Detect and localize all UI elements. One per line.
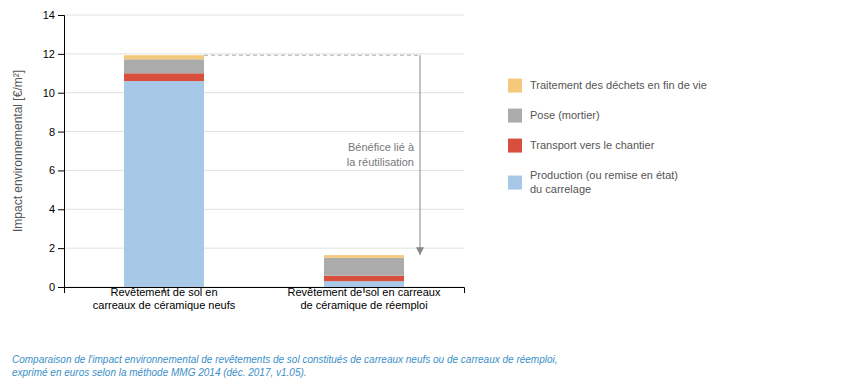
text-line: de céramique de réemploi: [300, 299, 427, 311]
text-line: Revêtement de sol en: [110, 286, 217, 298]
text-line: Transport vers le chantier: [530, 138, 655, 150]
bar-segment: [124, 55, 204, 59]
y-axis-line: [58, 16, 65, 288]
legend-item: Traitement des déchets en fin de vie: [508, 78, 707, 92]
grid-line: [64, 15, 464, 16]
benefit-arrow: [420, 55, 421, 255]
annotation-text: Bénéfice lié à la réutilisation: [347, 141, 415, 168]
legend-label: Traitement des déchets en fin de vie: [530, 78, 707, 90]
y-tick: 6: [49, 164, 64, 176]
y-tick-mark: [58, 93, 64, 94]
y-tick-label: 8: [49, 126, 55, 138]
legend: Traitement des déchets en fin de vie Pose…: [508, 78, 707, 194]
chart: 0 2 4 6 8 10 12 14 Revêtement de sol encarreaux …: [0, 0, 842, 389]
bar-segment: [124, 59, 204, 73]
page: {"chart_data": { "type": "bar", "stacked…: [0, 0, 842, 389]
y-axis: 0 2 4 6 8 10 12 14: [43, 9, 65, 293]
bar-segment: [124, 73, 204, 81]
text-line: la réutilisation: [347, 156, 414, 168]
y-tick-mark: [58, 209, 64, 210]
text-line: Production (ou remise en état): [530, 168, 678, 180]
bars: [124, 55, 404, 287]
bar-segment: [324, 255, 404, 258]
y-tick-label: 4: [49, 203, 55, 215]
x-tick: Revêtement de sol encarreaux de céramiqu…: [93, 286, 236, 311]
bar-segment: [124, 81, 204, 287]
legend-swatch: [508, 79, 522, 93]
text-line: Comparaison de l'impact environnemental …: [12, 354, 558, 365]
legend-label: Transport vers le chantier: [530, 138, 655, 150]
y-tick: 4: [49, 203, 64, 215]
y-tick-label: 10: [43, 87, 55, 99]
x-axis: Revêtement de sol encarreaux de céramiqu…: [65, 286, 465, 311]
text-line: Revêtement de sol en carreaux: [288, 286, 441, 298]
y-tick-mark: [58, 132, 64, 133]
y-tick: 14: [43, 9, 64, 21]
legend-item: Pose (mortier): [508, 108, 600, 122]
y-tick: 8: [49, 126, 64, 138]
y-tick: 12: [43, 48, 64, 60]
y-tick: 10: [43, 87, 64, 99]
y-tick-mark: [58, 248, 64, 249]
y-tick: 2: [49, 242, 64, 254]
y-tick-label: 2: [49, 242, 55, 254]
reference-line: [204, 55, 420, 56]
x-tick-label: Revêtement de sol encarreaux de céramiqu…: [93, 286, 236, 311]
y-tick-label: 14: [43, 9, 55, 21]
y-tick-mark: [58, 54, 64, 55]
y-axis-title: Impact environnemental [€/m²]: [11, 70, 25, 232]
legend-item: Production (ou remise en état) du carrela…: [508, 168, 678, 194]
bar-segment: [324, 276, 404, 281]
plot: 0 2 4 6 8 10 12 14 Revêtement de sol encarreaux …: [11, 9, 465, 311]
legend-swatch: [508, 139, 522, 153]
legend-swatch: [508, 176, 522, 190]
legend-label: Pose (mortier): [530, 108, 600, 120]
text-line: Pose (mortier): [530, 108, 600, 120]
y-tick-mark: [58, 287, 64, 288]
x-tick-label: Revêtement de sol en carreauxde céramiqu…: [288, 286, 441, 311]
text-line: exprimé en euros selon la méthode MMG 20…: [12, 367, 307, 378]
y-tick: 0: [49, 281, 64, 293]
legend-item: Transport vers le chantier: [508, 138, 655, 152]
grid: [64, 15, 464, 287]
y-tick-label: 12: [43, 48, 55, 60]
text-line: carreaux de céramique neufs: [93, 299, 236, 311]
legend-label: Production (ou remise en état) du carrela…: [530, 168, 678, 194]
y-tick-label: 6: [49, 164, 55, 176]
y-tick-label: 0: [49, 281, 55, 293]
annotation: Bénéfice lié à la réutilisation: [204, 55, 420, 255]
caption: Comparaison de l'impact environnemental …: [12, 354, 558, 378]
bar-segment: [324, 258, 404, 276]
text-line: Traitement des déchets en fin de vie: [530, 78, 707, 90]
y-tick-mark: [58, 15, 64, 16]
text-line: Bénéfice lié à: [348, 141, 415, 153]
legend-swatch: [508, 109, 522, 123]
grid-line: [64, 53, 464, 54]
x-tick: Revêtement de sol en carreauxde céramiqu…: [288, 286, 441, 311]
text-line: du carrelage: [530, 182, 591, 194]
y-tick-mark: [58, 170, 64, 171]
